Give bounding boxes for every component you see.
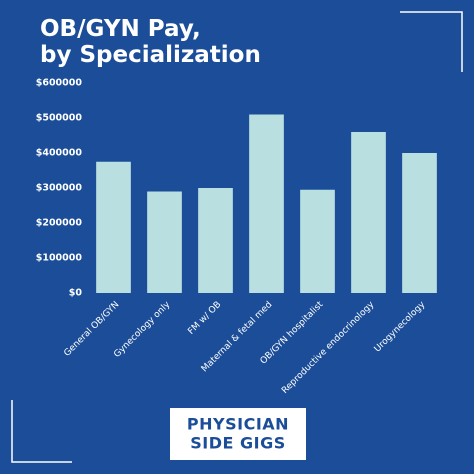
y-tick-label: $200000 [36,218,83,229]
brand-text: SIDE GIGS [190,434,286,453]
bar [198,188,233,293]
y-tick-label: $500000 [36,113,83,124]
y-tick-label: $300000 [36,183,83,194]
bar [249,114,284,293]
bar [351,132,386,293]
bar [96,161,131,293]
y-tick-label: $600000 [36,78,83,89]
brand-badge [170,408,306,460]
chart-title: OB/GYN Pay, [40,16,201,42]
bar [300,189,335,293]
y-tick-label: $400000 [36,148,83,159]
y-tick-label: $0 [69,288,83,299]
brand-text: PHYSICIAN [187,415,289,434]
chart-title: by Specialization [40,42,261,68]
y-tick-label: $100000 [36,253,83,264]
corner-decoration [400,11,463,72]
bar [147,191,182,293]
bar [402,153,437,293]
corner-decoration [11,400,72,463]
